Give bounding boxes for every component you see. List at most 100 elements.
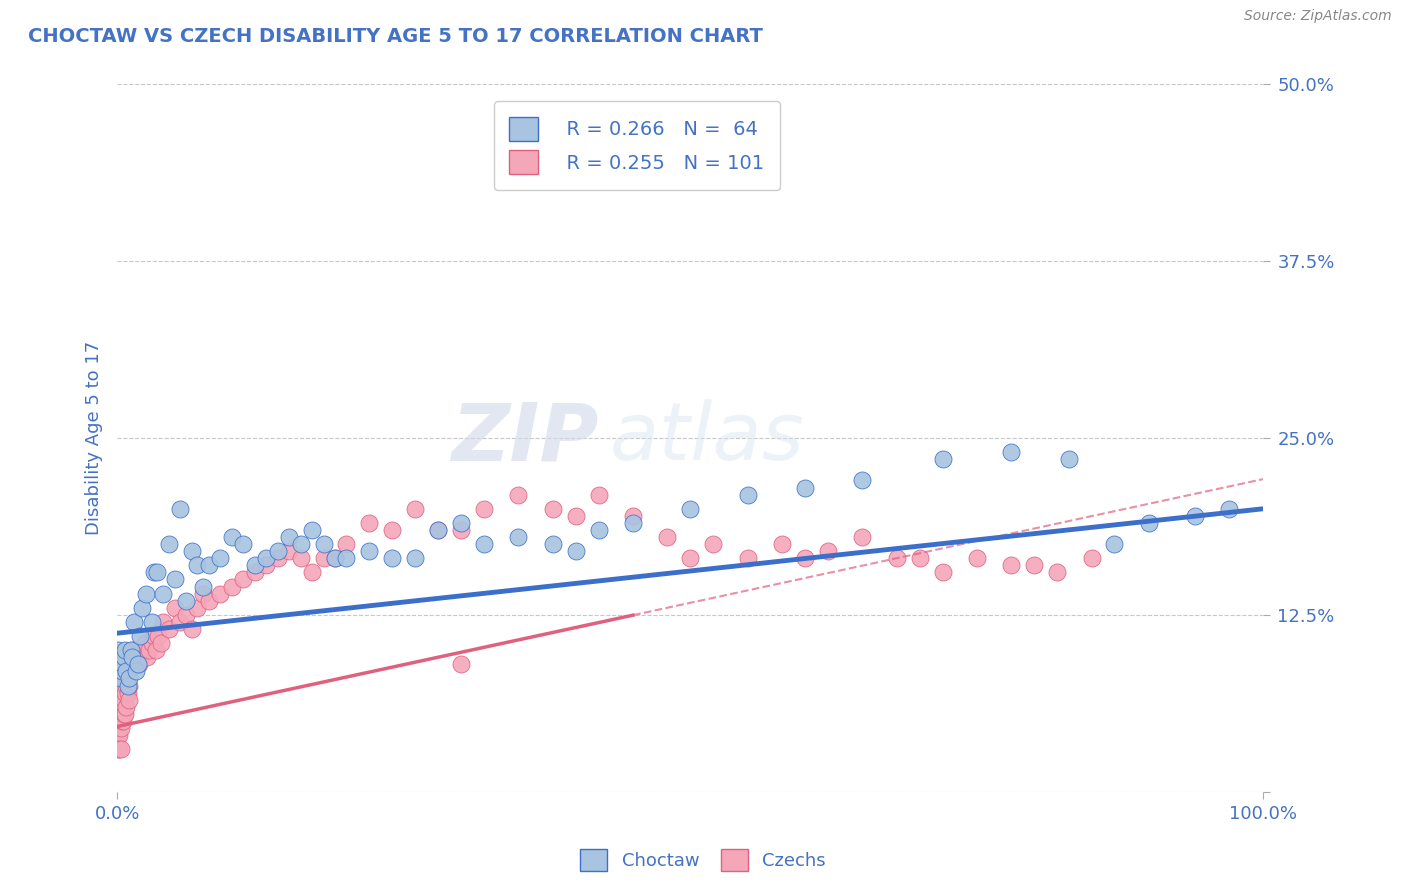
Point bbox=[278, 544, 301, 558]
Point bbox=[221, 530, 243, 544]
Point bbox=[679, 551, 702, 566]
Point bbox=[794, 551, 817, 566]
Point bbox=[186, 558, 208, 573]
Point bbox=[127, 650, 149, 665]
Point bbox=[564, 544, 586, 558]
Point bbox=[508, 530, 530, 544]
Point bbox=[141, 615, 163, 629]
Point bbox=[323, 551, 346, 566]
Point bbox=[118, 665, 141, 679]
Point bbox=[931, 566, 953, 580]
Point bbox=[121, 650, 143, 665]
Point bbox=[472, 501, 495, 516]
Point bbox=[157, 622, 180, 636]
Point bbox=[107, 742, 129, 756]
Point bbox=[450, 657, 472, 672]
Point bbox=[174, 607, 197, 622]
Point bbox=[737, 551, 759, 566]
Point bbox=[174, 593, 197, 607]
Point bbox=[266, 551, 288, 566]
Point bbox=[588, 523, 610, 537]
Point bbox=[588, 487, 610, 501]
Point bbox=[108, 699, 131, 714]
Point bbox=[115, 699, 138, 714]
Point bbox=[114, 706, 136, 721]
Point bbox=[138, 643, 160, 657]
Point bbox=[148, 629, 170, 643]
Point bbox=[1024, 558, 1046, 573]
Point bbox=[198, 558, 221, 573]
Point bbox=[108, 685, 131, 699]
Point bbox=[254, 558, 277, 573]
Point bbox=[111, 714, 134, 728]
Point bbox=[290, 551, 312, 566]
Point bbox=[541, 501, 564, 516]
Point bbox=[209, 586, 232, 600]
Point bbox=[129, 650, 152, 665]
Point bbox=[157, 537, 180, 551]
Point bbox=[131, 600, 153, 615]
Point bbox=[312, 537, 335, 551]
Point bbox=[427, 523, 450, 537]
Point bbox=[180, 622, 202, 636]
Point bbox=[966, 551, 988, 566]
Point bbox=[110, 742, 132, 756]
Text: CHOCTAW VS CZECH DISABILITY AGE 5 TO 17 CORRELATION CHART: CHOCTAW VS CZECH DISABILITY AGE 5 TO 17 … bbox=[28, 27, 763, 45]
Legend: Choctaw, Czechs: Choctaw, Czechs bbox=[572, 842, 834, 879]
Point bbox=[110, 721, 132, 735]
Point bbox=[111, 685, 134, 699]
Point bbox=[114, 685, 136, 699]
Point bbox=[312, 551, 335, 566]
Point bbox=[152, 586, 174, 600]
Point bbox=[770, 537, 793, 551]
Point bbox=[191, 580, 214, 594]
Point bbox=[117, 665, 139, 679]
Point bbox=[737, 487, 759, 501]
Point bbox=[117, 679, 139, 693]
Point bbox=[301, 523, 323, 537]
Point bbox=[450, 516, 472, 530]
Point bbox=[908, 551, 931, 566]
Point bbox=[621, 508, 644, 523]
Point bbox=[145, 643, 167, 657]
Point bbox=[124, 650, 146, 665]
Point bbox=[278, 530, 301, 544]
Point bbox=[886, 551, 908, 566]
Point bbox=[107, 699, 129, 714]
Point bbox=[118, 672, 141, 686]
Point bbox=[186, 600, 208, 615]
Point bbox=[359, 516, 381, 530]
Legend:   R = 0.266   N =  64,   R = 0.255   N = 101: R = 0.266 N = 64, R = 0.255 N = 101 bbox=[494, 101, 780, 189]
Point bbox=[108, 742, 131, 756]
Point bbox=[290, 537, 312, 551]
Point bbox=[541, 537, 564, 551]
Point bbox=[427, 523, 450, 537]
Point bbox=[108, 657, 131, 672]
Point bbox=[323, 551, 346, 566]
Point bbox=[129, 629, 152, 643]
Point bbox=[381, 523, 404, 537]
Text: atlas: atlas bbox=[610, 399, 804, 477]
Point bbox=[122, 657, 145, 672]
Point bbox=[107, 728, 129, 742]
Point bbox=[657, 530, 679, 544]
Point bbox=[209, 551, 232, 566]
Point bbox=[243, 566, 266, 580]
Point bbox=[131, 643, 153, 657]
Point bbox=[124, 665, 146, 679]
Point bbox=[110, 692, 132, 706]
Point bbox=[335, 537, 357, 551]
Point bbox=[111, 714, 134, 728]
Point bbox=[142, 566, 165, 580]
Point bbox=[146, 566, 169, 580]
Point bbox=[1218, 501, 1240, 516]
Point bbox=[118, 692, 141, 706]
Point bbox=[1137, 516, 1160, 530]
Point bbox=[112, 692, 135, 706]
Point bbox=[404, 551, 426, 566]
Point bbox=[266, 544, 288, 558]
Point bbox=[472, 537, 495, 551]
Point bbox=[112, 679, 135, 693]
Point bbox=[243, 558, 266, 573]
Point bbox=[118, 657, 141, 672]
